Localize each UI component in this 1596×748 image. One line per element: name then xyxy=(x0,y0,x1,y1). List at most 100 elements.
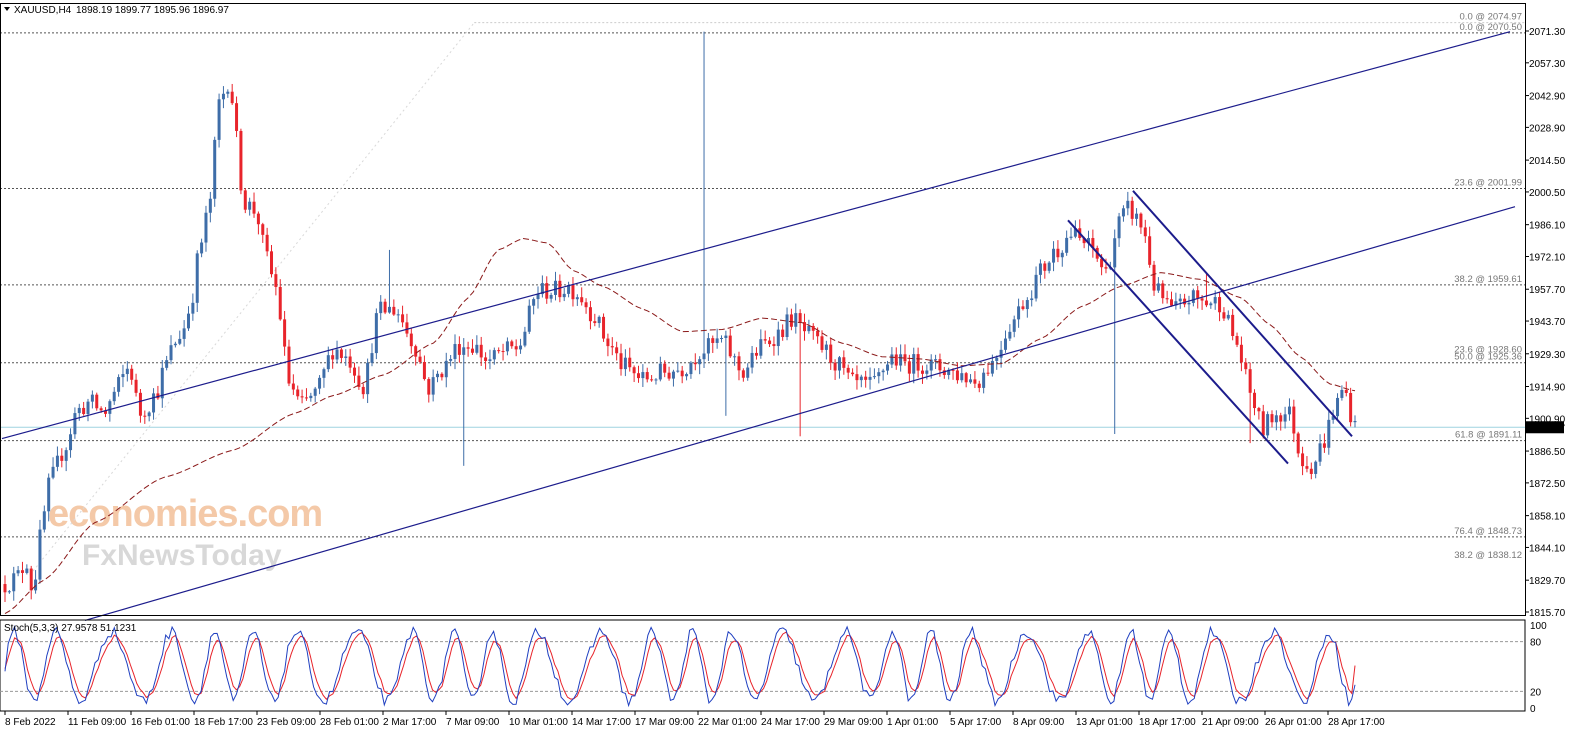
candle xyxy=(615,341,619,361)
candle xyxy=(728,328,732,358)
candle xyxy=(112,387,116,405)
candle xyxy=(462,338,466,466)
candle xyxy=(29,565,33,600)
candle xyxy=(1279,412,1283,431)
stochastic-panel: Stoch(5,3,3) 27.9578 51.1231 100 80 20 0 xyxy=(0,619,1547,715)
candle xyxy=(296,385,300,400)
candle xyxy=(12,566,16,601)
time-tick-label: 13 Apr 01:00 xyxy=(1076,717,1133,728)
candle xyxy=(436,370,440,383)
price-tick-label: 2014.50 xyxy=(1529,156,1566,167)
candle xyxy=(588,301,592,330)
candle xyxy=(907,354,911,382)
candle xyxy=(567,281,571,298)
candle xyxy=(593,313,597,327)
candle xyxy=(532,297,536,315)
candle xyxy=(820,330,824,353)
candle xyxy=(1069,227,1073,240)
candle xyxy=(798,309,802,437)
candle xyxy=(658,356,662,382)
candle xyxy=(536,286,540,309)
candle xyxy=(278,279,282,321)
candle xyxy=(213,136,217,207)
candle xyxy=(1126,191,1130,216)
candle xyxy=(575,294,579,306)
candle xyxy=(549,292,553,303)
candle xyxy=(929,354,933,379)
candle xyxy=(125,361,129,382)
candle xyxy=(553,271,557,301)
candle xyxy=(720,335,724,343)
candle xyxy=(1152,260,1156,296)
candle xyxy=(1139,212,1143,234)
candle xyxy=(733,353,737,366)
dropdown-arrow-icon[interactable] xyxy=(4,7,10,11)
candle xyxy=(811,323,815,340)
candle xyxy=(309,392,313,402)
candle xyxy=(698,356,702,375)
stoch-main-line xyxy=(4,624,1356,708)
candle xyxy=(842,350,846,375)
candle xyxy=(60,448,64,468)
fib-level-label: 61.8 @ 1891.11 xyxy=(1455,430,1522,441)
candle xyxy=(1161,280,1165,304)
candle xyxy=(121,364,125,388)
candle xyxy=(632,365,636,383)
candles xyxy=(3,31,1357,603)
candle xyxy=(794,303,798,334)
candle xyxy=(689,361,693,379)
candle xyxy=(440,372,444,381)
candle xyxy=(680,365,684,384)
candle xyxy=(1047,261,1051,274)
candle xyxy=(453,334,457,370)
candle xyxy=(82,401,86,416)
candle xyxy=(3,575,7,603)
candle xyxy=(803,313,807,341)
candle xyxy=(824,340,828,360)
candle xyxy=(1218,291,1222,322)
candle xyxy=(1091,229,1095,258)
candle xyxy=(1309,462,1313,480)
candle xyxy=(628,347,632,372)
candle xyxy=(602,313,606,342)
candle xyxy=(636,365,640,383)
price-tick-label: 1844.10 xyxy=(1529,543,1566,554)
candle xyxy=(221,86,225,109)
candle xyxy=(868,367,872,390)
candle xyxy=(776,321,780,356)
candle xyxy=(872,368,876,380)
candle xyxy=(1270,410,1274,428)
candle xyxy=(894,347,898,370)
candle xyxy=(1178,293,1182,309)
candle xyxy=(1043,261,1047,279)
candle xyxy=(64,447,68,472)
candle xyxy=(195,250,199,312)
candle xyxy=(226,89,230,98)
candle xyxy=(580,287,584,306)
candle xyxy=(361,383,365,399)
price-tick-label: 1815.70 xyxy=(1529,608,1566,619)
candle xyxy=(746,363,750,381)
candle xyxy=(1065,230,1069,256)
stoch-level-label: 0 xyxy=(1530,704,1536,715)
descending-channel-upper-line xyxy=(1132,190,1353,437)
candle xyxy=(427,377,431,403)
candle xyxy=(1305,456,1309,473)
price-tick-label: 2028.90 xyxy=(1529,123,1566,134)
candle xyxy=(261,222,265,243)
candle xyxy=(270,245,274,278)
candle xyxy=(1187,295,1191,315)
candle xyxy=(95,392,99,411)
candle xyxy=(165,355,169,371)
axes: 2071.30 2057.30 2042.90 2028.90 2014.50 2000.… xyxy=(4,27,1566,728)
candle xyxy=(623,349,627,377)
candle xyxy=(1148,226,1152,268)
candle xyxy=(606,333,610,357)
candle xyxy=(51,457,55,480)
candle xyxy=(781,324,785,341)
candle xyxy=(1135,208,1139,226)
stoch-level-label: 20 xyxy=(1530,687,1542,698)
candle xyxy=(73,407,77,439)
